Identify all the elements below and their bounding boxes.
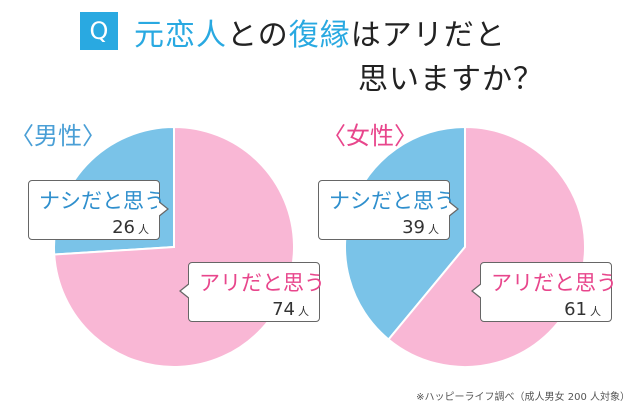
- callout-male-ari-count: 74 人: [272, 299, 309, 320]
- callout-male-nashi-count: 26 人: [112, 217, 149, 238]
- footnote: ※ハッピーライフ調べ（成人男女 200 人対象）: [416, 392, 630, 403]
- callout-male-nashi-label: ナシだと思う: [39, 189, 165, 213]
- callout-female-nashi-count: 39 人: [402, 217, 439, 238]
- callout-female-ari: アリだと思う 61 人: [471, 262, 617, 322]
- callout-male-ari-label: アリだと思う: [199, 271, 325, 295]
- question-badge: Q: [80, 12, 118, 50]
- callout-female-nashi-label: ナシだと思う: [329, 189, 455, 213]
- pie-female: [344, 125, 586, 368]
- callout-female-ari-label: アリだと思う: [491, 271, 617, 295]
- title-end: はアリだと: [350, 18, 506, 53]
- page-title-line1: 元恋人との復縁はアリだと: [134, 10, 506, 54]
- callout-female-ari-count: 61 人: [564, 299, 601, 320]
- callout-male-nashi: ナシだと思う 26 人: [28, 180, 169, 240]
- callout-male-ari: アリだと思う 74 人: [179, 262, 325, 322]
- page-title-line2: 思いますか？: [358, 62, 544, 97]
- pie-male: [53, 125, 295, 368]
- title-mid: との: [227, 18, 289, 53]
- callout-female-nashi: ナシだと思う 39 人: [318, 180, 459, 240]
- title-accent-2: 復縁: [288, 18, 351, 53]
- title-accent-1: 元恋人: [134, 18, 227, 53]
- group-label-male: 〈男性〉: [10, 122, 106, 150]
